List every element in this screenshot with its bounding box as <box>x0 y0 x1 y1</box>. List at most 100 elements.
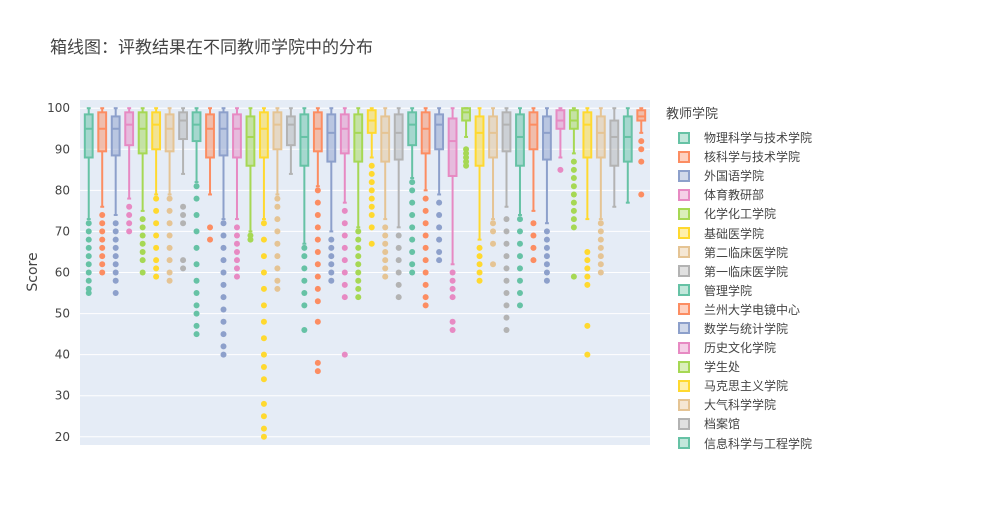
outlier-point <box>166 220 173 227</box>
outlier-point <box>99 269 106 276</box>
outlier-point <box>409 236 416 243</box>
outlier-point <box>180 265 187 272</box>
outlier-point <box>260 269 267 276</box>
legend-item[interactable]: 兰州大学电镜中心 <box>666 300 812 319</box>
box-trace <box>137 107 148 276</box>
outlier-point <box>382 232 389 239</box>
legend-item[interactable]: 体育教研部 <box>666 185 812 204</box>
outlier-point <box>557 166 564 173</box>
box-trace <box>245 107 256 243</box>
box <box>447 117 458 177</box>
box <box>326 113 337 163</box>
legend-item[interactable]: 核科学与技术学院 <box>666 147 812 166</box>
box-trace <box>178 107 188 272</box>
legend-item[interactable]: 第二临床医学院 <box>666 243 812 262</box>
y-tick-label: 100 <box>47 101 70 115</box>
legend-item[interactable]: 数学与统计学院 <box>666 319 812 338</box>
outlier-point <box>570 191 577 198</box>
box <box>272 111 283 151</box>
legend-item[interactable]: 物理科学与技术学院 <box>666 128 812 147</box>
outlier-point <box>368 195 375 202</box>
outlier-point <box>126 212 133 218</box>
box <box>501 111 512 153</box>
outlier-point <box>314 298 321 305</box>
legend-swatch <box>678 131 690 144</box>
box-trace <box>285 107 296 175</box>
box <box>636 109 647 122</box>
box <box>259 111 269 159</box>
box <box>434 113 445 151</box>
box-trace <box>326 107 337 284</box>
outlier-point <box>260 236 267 243</box>
outlier-point <box>368 240 375 247</box>
outlier-point <box>570 207 577 214</box>
outlier-point <box>422 220 429 227</box>
outlier-point <box>99 228 106 235</box>
legend-item[interactable]: 基础医学院 <box>666 223 812 242</box>
box <box>595 115 606 159</box>
box <box>245 115 256 167</box>
outlier-point <box>153 257 160 264</box>
legend-item[interactable]: 信息科学与工程学院 <box>666 434 812 453</box>
outlier-point <box>355 236 362 243</box>
outlier-point <box>314 248 321 255</box>
outlier-point <box>570 273 577 280</box>
legend-item[interactable]: 化学化工学院 <box>666 204 812 223</box>
outlier-point <box>516 265 523 272</box>
outlier-point <box>584 351 591 358</box>
outlier-point <box>516 290 523 297</box>
outlier-point <box>220 331 227 338</box>
outlier-point <box>463 146 470 153</box>
box-trace <box>205 107 215 243</box>
y-tick-label: 20 <box>55 430 70 444</box>
outlier-point <box>368 203 375 210</box>
legend-swatch <box>678 284 690 297</box>
outlier-point <box>422 257 429 264</box>
legend-label: 第二临床医学院 <box>704 245 789 260</box>
outlier-point <box>570 199 577 206</box>
outlier-point <box>274 228 281 235</box>
box <box>299 113 310 167</box>
box-trace <box>232 107 242 280</box>
outlier-point <box>233 240 240 247</box>
outlier-point <box>85 269 92 276</box>
outlier-point <box>463 154 470 161</box>
box-trace <box>461 107 471 169</box>
box-trace <box>353 107 364 301</box>
legend-swatch <box>678 246 690 259</box>
outlier-point <box>543 261 550 268</box>
outlier-point <box>274 253 281 260</box>
outlier-point <box>139 224 146 231</box>
outlier-point <box>436 257 443 264</box>
outlier-point <box>409 248 416 255</box>
legend-item[interactable]: 外国语学院 <box>666 166 812 185</box>
legend-item[interactable]: 第一临床医学院 <box>666 262 812 281</box>
box-trace <box>299 107 310 333</box>
outlier-point <box>395 269 402 276</box>
outlier-point <box>584 265 591 272</box>
outlier-point <box>516 253 523 260</box>
outlier-point <box>85 220 92 227</box>
outlier-point <box>260 318 267 325</box>
legend-label: 基础医学院 <box>704 226 765 241</box>
outlier-point <box>530 220 537 227</box>
legend-item[interactable]: 学生处 <box>666 357 812 376</box>
outlier-point <box>422 294 429 301</box>
outlier-point <box>503 228 510 235</box>
legend-item[interactable]: 档案馆 <box>666 414 812 433</box>
legend-label: 学生处 <box>704 360 741 375</box>
outlier-point <box>233 265 240 272</box>
legend-item[interactable]: 管理学院 <box>666 281 812 300</box>
outlier-point <box>409 179 416 186</box>
legend-item[interactable]: 马克思主义学院 <box>666 376 812 395</box>
outlier-point <box>328 277 335 284</box>
legend-item[interactable]: 历史文化学院 <box>666 338 812 357</box>
legend-item[interactable]: 大气科学学院 <box>666 395 812 414</box>
y-tick-label: 60 <box>55 266 70 280</box>
outlier-point <box>355 269 362 276</box>
outlier-point <box>85 285 92 292</box>
outlier-point <box>341 294 348 301</box>
outlier-point <box>314 212 321 218</box>
box-trace <box>218 107 229 358</box>
legend-label: 马克思主义学院 <box>704 379 789 394</box>
